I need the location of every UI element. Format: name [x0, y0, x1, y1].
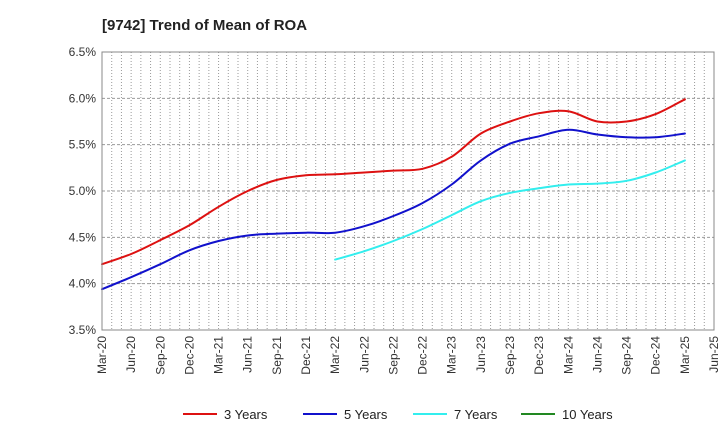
y-tick-label: 5.0% — [69, 184, 97, 198]
x-tick-label: Dec-23 — [532, 336, 546, 375]
y-axis-ticks: 3.5% 4.0% 4.5% 5.0% 5.5% 6.0% 6.5% — [69, 45, 97, 337]
x-tick-label: Sep-23 — [503, 336, 517, 375]
series-lines — [101, 98, 686, 291]
series-line-5-years — [101, 128, 686, 291]
x-tick-label: Sep-22 — [386, 336, 400, 375]
chart-title: [9742] Trend of Mean of ROA — [102, 17, 307, 34]
x-tick-label: Mar-23 — [445, 336, 459, 374]
grid — [102, 52, 714, 330]
legend-label: 10 Years — [562, 407, 613, 422]
x-tick-label: Mar-24 — [561, 336, 575, 374]
y-tick-label: 3.5% — [69, 323, 97, 337]
y-tick-label: 6.5% — [69, 45, 97, 59]
series-line-3-years — [101, 98, 686, 266]
x-tick-label: Jun-21 — [241, 336, 255, 373]
x-axis-ticks: Mar-20 Jun-20 Sep-20 Dec-20 Mar-21 Jun-21 Sep-… — [95, 336, 720, 375]
x-tick-label: Dec-20 — [182, 336, 196, 375]
series-line-7-years — [334, 159, 686, 261]
x-tick-label: Jun-23 — [474, 336, 488, 373]
x-tick-label: Sep-20 — [153, 336, 167, 375]
y-tick-label: 6.0% — [69, 91, 97, 105]
x-tick-label: Mar-20 — [95, 336, 109, 374]
legend: 3 Years 5 Years 7 Years 10 Years — [183, 407, 613, 422]
x-tick-label: Sep-21 — [270, 336, 284, 375]
x-tick-label: Dec-22 — [416, 336, 430, 375]
x-tick-label: Jun-22 — [357, 336, 371, 373]
legend-label: 7 Years — [454, 407, 498, 422]
y-tick-label: 4.0% — [69, 277, 97, 291]
x-tick-label: Mar-22 — [328, 336, 342, 374]
x-tick-label: Dec-24 — [649, 336, 663, 375]
x-tick-label: Sep-24 — [620, 336, 634, 375]
plot-frame — [101, 51, 715, 331]
y-tick-label: 5.5% — [69, 138, 97, 152]
x-tick-label: Mar-25 — [678, 336, 692, 374]
legend-label: 3 Years — [224, 407, 268, 422]
x-tick-label: Dec-21 — [299, 336, 313, 375]
x-tick-label: Jun-20 — [124, 336, 138, 373]
legend-label: 5 Years — [344, 407, 388, 422]
x-tick-label: Jun-25 — [707, 336, 720, 373]
x-tick-label: Mar-21 — [212, 336, 226, 374]
y-tick-label: 4.5% — [69, 230, 97, 244]
x-tick-label: Jun-24 — [590, 336, 604, 373]
